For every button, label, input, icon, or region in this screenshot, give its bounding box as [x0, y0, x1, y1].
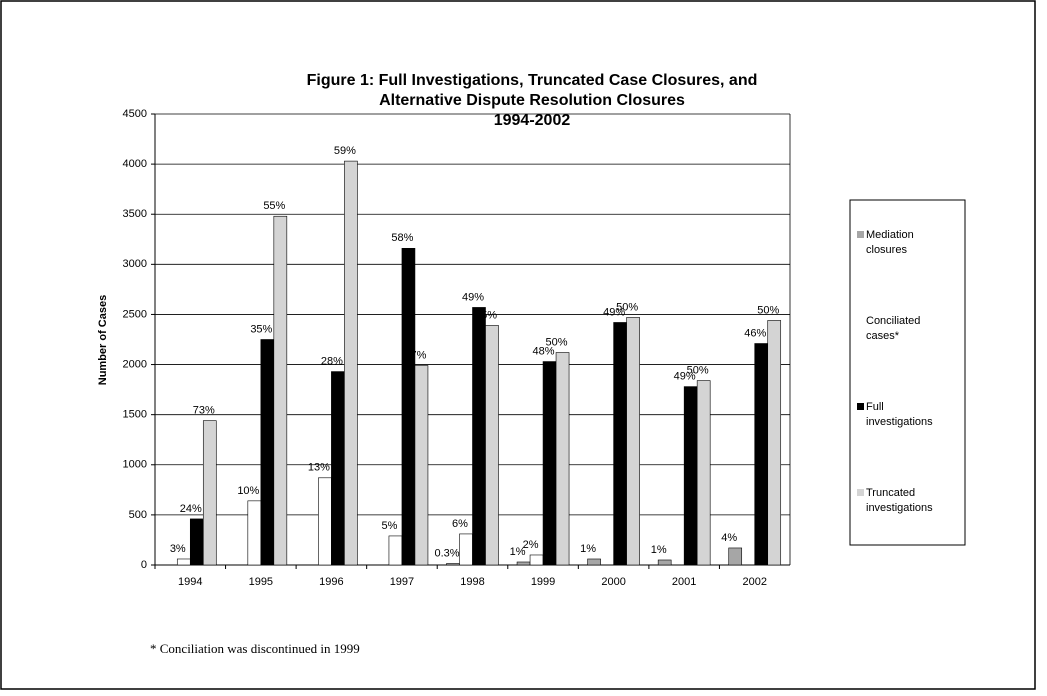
bar — [613, 322, 627, 566]
x-tick-label: 1995 — [249, 576, 273, 588]
chart-title: 1994-2002 — [494, 112, 571, 129]
bar — [696, 380, 711, 566]
x-tick-label: 1997 — [390, 576, 414, 588]
footnote: * Conciliation was discontinued in 1999 — [150, 641, 360, 656]
bar — [344, 160, 358, 566]
y-tick-label: 1500 — [123, 409, 147, 421]
data-label: 1% — [510, 546, 526, 558]
bar — [587, 558, 601, 566]
legend-label: Full investigations — [866, 401, 933, 428]
legend-swatch — [857, 317, 864, 324]
legend — [849, 199, 966, 546]
data-label: 73% — [193, 405, 215, 417]
data-label: 5% — [381, 520, 397, 532]
data-label: 4% — [721, 532, 737, 544]
y-tick-label: 4000 — [123, 158, 147, 170]
bar — [260, 339, 275, 566]
bar — [459, 533, 473, 566]
data-label: 13% — [308, 462, 330, 474]
data-label: 49% — [603, 306, 625, 318]
bar — [331, 371, 345, 566]
bar — [189, 518, 204, 566]
data-label: 1% — [651, 544, 667, 556]
bar — [657, 559, 672, 566]
legend-swatch — [857, 403, 864, 410]
data-label: 37% — [404, 349, 426, 361]
bar — [446, 563, 460, 566]
data-label: 24% — [180, 503, 202, 515]
chart-title: Alternative Dispute Resolution Closures — [379, 92, 685, 109]
x-tick-label: 2001 — [672, 576, 696, 588]
bar — [767, 320, 782, 566]
x-tick-label: 2000 — [601, 576, 625, 588]
legend-swatch — [857, 231, 864, 238]
bar — [247, 500, 262, 566]
bar — [626, 317, 640, 566]
data-label: 46% — [744, 327, 766, 339]
y-tick-label: 0 — [141, 559, 147, 571]
bar — [176, 558, 191, 566]
y-tick-label: 2500 — [123, 308, 147, 320]
bar — [414, 365, 429, 566]
data-label: 58% — [391, 232, 413, 244]
data-label: 48% — [533, 345, 555, 357]
data-label: 6% — [452, 518, 468, 530]
data-label: 10% — [237, 485, 259, 497]
data-label: 49% — [674, 371, 696, 383]
y-tick-label: 2000 — [123, 358, 147, 370]
x-tick-label: 1994 — [178, 576, 202, 588]
bar — [202, 420, 217, 566]
bar — [728, 547, 743, 566]
bar — [516, 561, 531, 566]
y-tick-label: 3000 — [123, 258, 147, 270]
bar — [401, 247, 416, 566]
bar — [485, 325, 499, 566]
y-tick-label: 3500 — [123, 208, 147, 220]
y-tick-label: 500 — [129, 509, 147, 521]
data-label: 2% — [523, 539, 539, 551]
legend-label: Conciliated cases* — [866, 315, 920, 342]
legend-swatch — [857, 489, 864, 496]
data-label: 50% — [546, 336, 568, 348]
bar — [529, 554, 544, 566]
legend-label: Mediation closures — [866, 229, 914, 256]
y-tick-label: 1000 — [123, 459, 147, 471]
data-label: 3% — [170, 543, 186, 555]
data-label: 59% — [334, 145, 356, 157]
x-tick-label: 2002 — [742, 576, 766, 588]
bar — [754, 343, 769, 566]
chart-title: Figure 1: Full Investigations, Truncated… — [307, 72, 758, 89]
y-tick-label: 4500 — [123, 108, 147, 120]
bar — [318, 477, 332, 566]
data-label: 1% — [580, 543, 596, 555]
bar — [273, 215, 288, 566]
data-label: 35% — [250, 323, 272, 335]
bar — [555, 352, 570, 566]
x-tick-label: 1996 — [319, 576, 343, 588]
data-label: 55% — [263, 200, 285, 212]
data-label: 50% — [757, 304, 779, 316]
data-label: 50% — [616, 301, 638, 313]
legend-label: Truncated investigations — [866, 487, 933, 514]
x-tick-label: 1999 — [531, 576, 555, 588]
data-label: 50% — [687, 364, 709, 376]
x-tick-label: 1998 — [460, 576, 484, 588]
data-label: 45% — [475, 309, 497, 321]
bar — [683, 386, 698, 566]
data-label: 49% — [462, 291, 484, 303]
data-label: 28% — [321, 355, 343, 367]
y-axis-label: Number of Cases — [97, 295, 109, 385]
bar — [388, 535, 403, 566]
data-label: 0.3% — [434, 547, 459, 559]
bar — [542, 361, 557, 566]
bar — [472, 307, 486, 566]
